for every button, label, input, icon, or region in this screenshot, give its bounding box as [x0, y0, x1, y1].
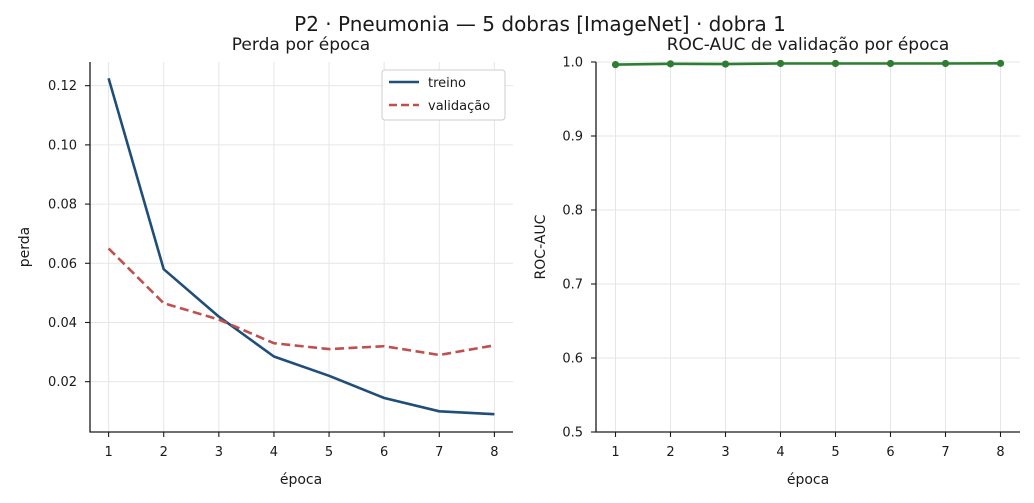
loss-axes-spine — [89, 62, 513, 433]
loss-x-tick-label: 3 — [215, 445, 223, 460]
loss-x-tick-label: 4 — [270, 445, 278, 460]
auc-data-point — [611, 60, 620, 69]
auc-x-tick-label: 7 — [941, 445, 949, 460]
loss-chart: Perda por época 1 2 3 4 5 6 7 8 0.02 0.04 0.06 0.08… — [17, 35, 513, 488]
loss-y-tick-label: 0.06 — [48, 257, 77, 272]
auc-data-point — [996, 59, 1005, 67]
auc-x-tick-label: 6 — [886, 445, 894, 460]
roc-auc-chart-title: ROC-AUC de validação por época — [667, 35, 950, 55]
loss-y-tick-label: 0.02 — [48, 375, 77, 390]
auc-x-tick-label: 4 — [776, 445, 784, 460]
loss-x-tick-label: 6 — [380, 445, 388, 460]
loss-axis-ticks: 1 2 3 4 5 6 7 8 0.02 0.04 0.06 0.08 0.10 0.12 — [48, 79, 498, 460]
auc-x-tick-label: 2 — [666, 445, 674, 460]
auc-x-tick-label: 1 — [611, 445, 619, 460]
auc-x-tick-label: 3 — [721, 445, 729, 460]
loss-x-tick-label: 5 — [325, 445, 333, 460]
loss-x-axis-label: época — [280, 472, 322, 488]
figure-suptitle: P2 · Pneumonia — 5 dobras [ImageNet] · d… — [294, 12, 786, 36]
auc-data-point — [776, 59, 785, 68]
loss-y-tick-label: 0.04 — [48, 316, 77, 331]
loss-series-line-0 — [107, 77, 495, 416]
auc-y-tick-label: 0.9 — [562, 130, 583, 145]
roc-auc-y-axis-label: ROC-AUC — [533, 214, 549, 279]
loss-x-tick-label: 8 — [490, 445, 498, 460]
loss-y-axis-label: perda — [17, 227, 33, 267]
loss-y-tick-label: 0.08 — [48, 198, 77, 213]
auc-y-tick-label: 0.7 — [562, 278, 583, 293]
auc-data-point — [666, 60, 675, 68]
roc-auc-gridlines — [596, 61, 1020, 433]
auc-data-point — [721, 60, 730, 68]
auc-data-point — [831, 59, 840, 68]
loss-x-tick-label: 7 — [435, 445, 443, 460]
roc-auc-x-axis-label: época — [787, 472, 829, 488]
auc-series-line-0 — [615, 62, 1001, 66]
auc-data-point — [886, 59, 895, 68]
roc-auc-axes-spine — [595, 62, 1020, 433]
auc-x-tick-label: 5 — [831, 445, 839, 460]
auc-x-tick-label: 8 — [996, 445, 1004, 460]
roc-auc-axis-ticks: 1 2 3 4 5 6 7 8 0.5 0.6 0.7 0.8 0.9 1.0 — [562, 56, 1004, 461]
legend-label-validacao: validação — [428, 99, 490, 114]
roc-auc-series-group — [611, 59, 1005, 69]
roc-auc-chart: ROC-AUC de validação por época 1 2 3 4 5 6 7 8 0… — [533, 35, 1020, 488]
loss-y-tick-label: 0.10 — [48, 138, 77, 153]
loss-x-tick-label: 2 — [160, 445, 168, 460]
loss-series-group — [107, 77, 495, 416]
auc-y-tick-label: 1.0 — [562, 56, 583, 71]
loss-series-line-1 — [107, 247, 495, 357]
auc-y-tick-label: 0.6 — [562, 352, 583, 367]
loss-legend: treino validação — [381, 69, 506, 121]
auc-data-point — [941, 59, 950, 68]
loss-chart-title: Perda por época — [232, 35, 370, 55]
auc-y-tick-label: 0.8 — [562, 204, 583, 219]
loss-x-tick-label: 1 — [104, 445, 112, 460]
auc-y-tick-label: 0.5 — [562, 426, 583, 441]
loss-y-tick-label: 0.12 — [48, 79, 77, 94]
legend-label-treino: treino — [428, 76, 466, 91]
